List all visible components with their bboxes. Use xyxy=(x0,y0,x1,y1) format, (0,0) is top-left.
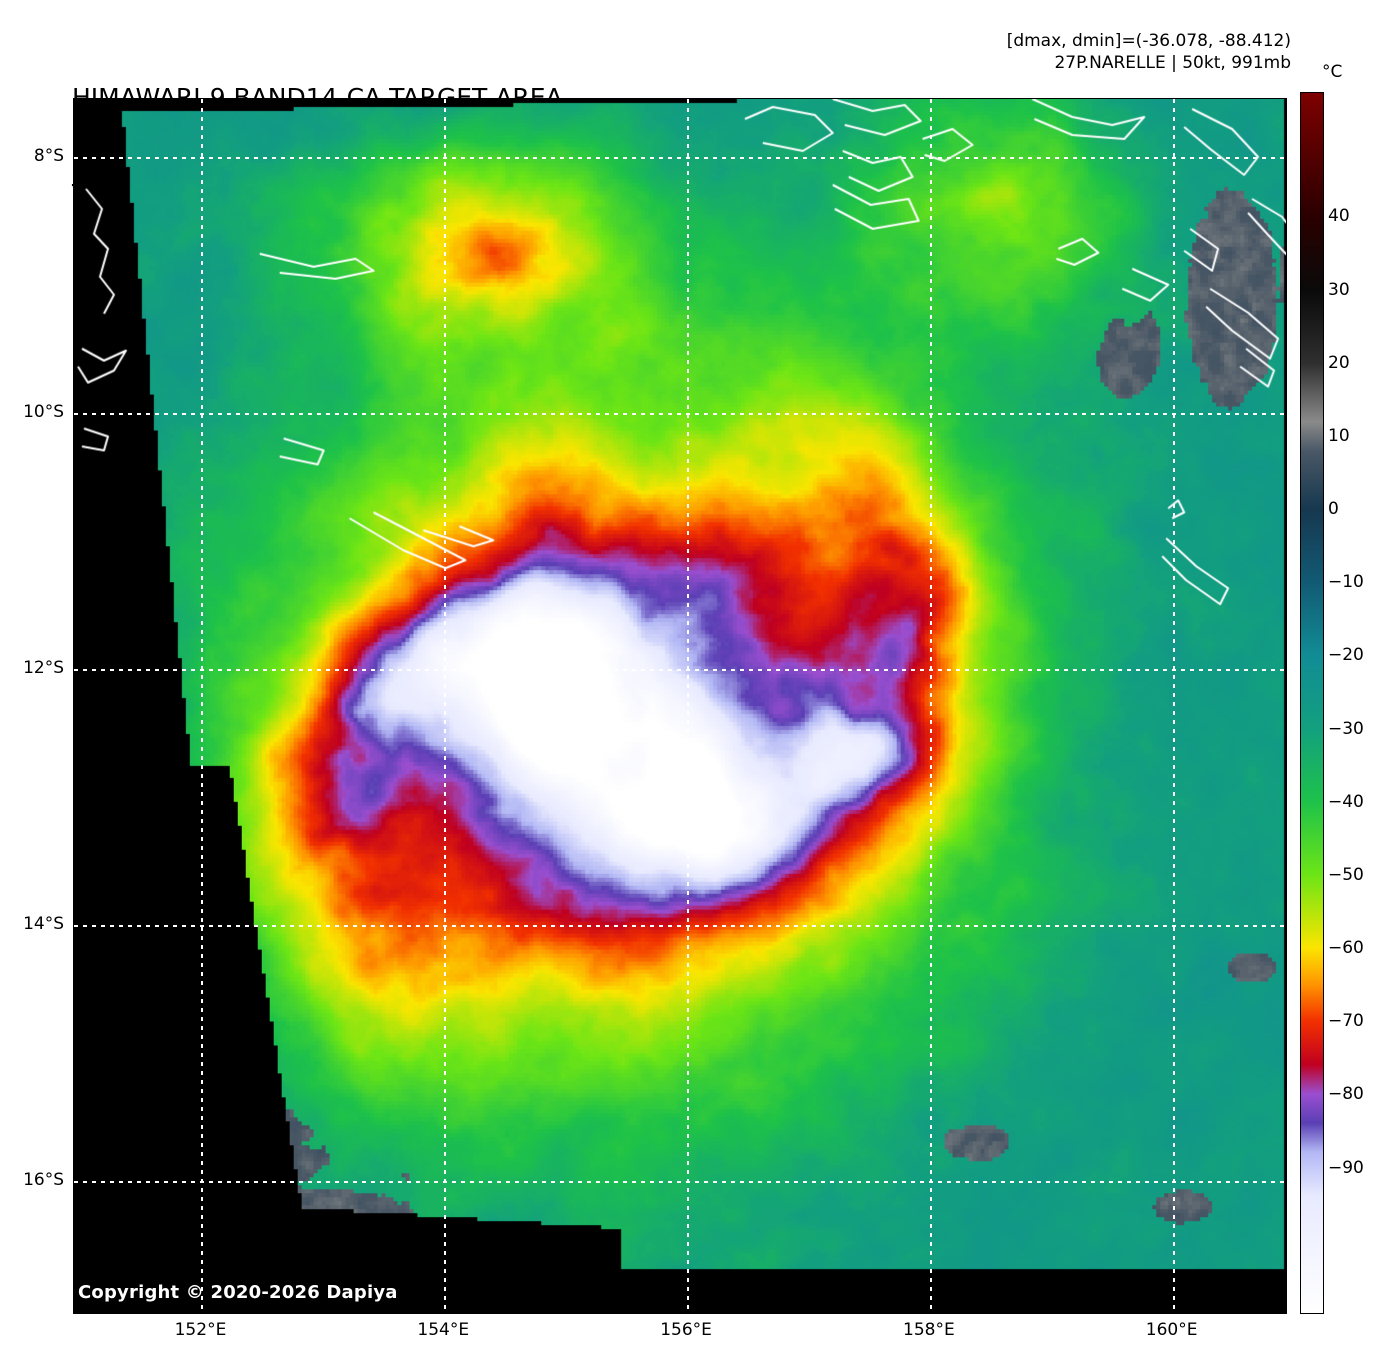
gridline-horizontal xyxy=(74,412,1286,415)
colorbar-tick-label: 10 xyxy=(1328,425,1350,446)
colorbar-gradient xyxy=(1301,93,1323,1313)
gridline-vertical xyxy=(687,99,690,1313)
colorbar-tick-label: 40 xyxy=(1328,206,1350,227)
x-axis-tick-label: 158°E xyxy=(903,1320,955,1340)
colorbar-tick-labels: 40 30 20 10 0 −10 −20 −30 −40 −50 −60 −70 −80 −90 xyxy=(1328,92,1384,1314)
satellite-image-plot xyxy=(73,98,1287,1314)
gridline-horizontal xyxy=(74,1180,1286,1183)
title-line-1: HIMAWARI-9 BAND14-CA TARGET AREA xyxy=(72,82,563,114)
colorbar-tick-label: −90 xyxy=(1328,1157,1364,1178)
x-axis-tick-label: 154°E xyxy=(417,1320,470,1340)
gridline-horizontal xyxy=(74,668,1286,671)
copyright-notice: Copyright © 2020-2026 Dapiya xyxy=(78,1282,398,1303)
colorbar-tick-label: 20 xyxy=(1328,352,1350,373)
colorbar-tick-label: −80 xyxy=(1328,1084,1364,1105)
gridline-horizontal xyxy=(74,156,1286,159)
colorbar xyxy=(1300,92,1324,1314)
colorbar-unit-label: °C xyxy=(1322,62,1343,82)
gridline-vertical xyxy=(201,99,204,1313)
storm-info-readout: 27P.NARELLE | 50kt, 991mb xyxy=(1054,53,1291,73)
gridline-vertical xyxy=(1172,99,1175,1313)
gridline-vertical xyxy=(929,99,932,1313)
colorbar-tick-label: −10 xyxy=(1328,572,1364,593)
gridline-vertical xyxy=(444,99,447,1313)
colorbar-tick-label: 30 xyxy=(1328,279,1350,300)
y-axis-tick-label: 8°S xyxy=(33,145,64,166)
colorbar-tick-label: 0 xyxy=(1328,499,1339,520)
header-metadata: [dmax, dmin]=(-36.078, -88.412) 27P.NARE… xyxy=(1007,30,1291,74)
colorbar-tick-label: −50 xyxy=(1328,864,1364,885)
y-axis-tick-label: 14°S xyxy=(23,913,64,934)
y-axis-tick-label: 10°S xyxy=(23,401,64,422)
colorbar-tick-label: −40 xyxy=(1328,791,1364,812)
colorbar-tick-label: −60 xyxy=(1328,938,1364,959)
colorbar-tick-label: −20 xyxy=(1328,645,1364,666)
dmax-dmin-readout: [dmax, dmin]=(-36.078, -88.412) xyxy=(1006,31,1291,51)
infrared-heatmap-canvas xyxy=(74,99,1286,1313)
colorbar-tick-label: −30 xyxy=(1328,718,1364,739)
x-axis-tick-label: 160°E xyxy=(1145,1320,1198,1340)
gridline-horizontal xyxy=(74,924,1286,927)
x-axis-tick-label: 152°E xyxy=(174,1320,227,1340)
y-axis-tick-label: 16°S xyxy=(23,1169,64,1190)
colorbar-tick-label: −70 xyxy=(1328,1011,1364,1032)
y-axis-tick-label: 12°S xyxy=(23,657,64,678)
x-axis-tick-label: 156°E xyxy=(660,1320,712,1340)
